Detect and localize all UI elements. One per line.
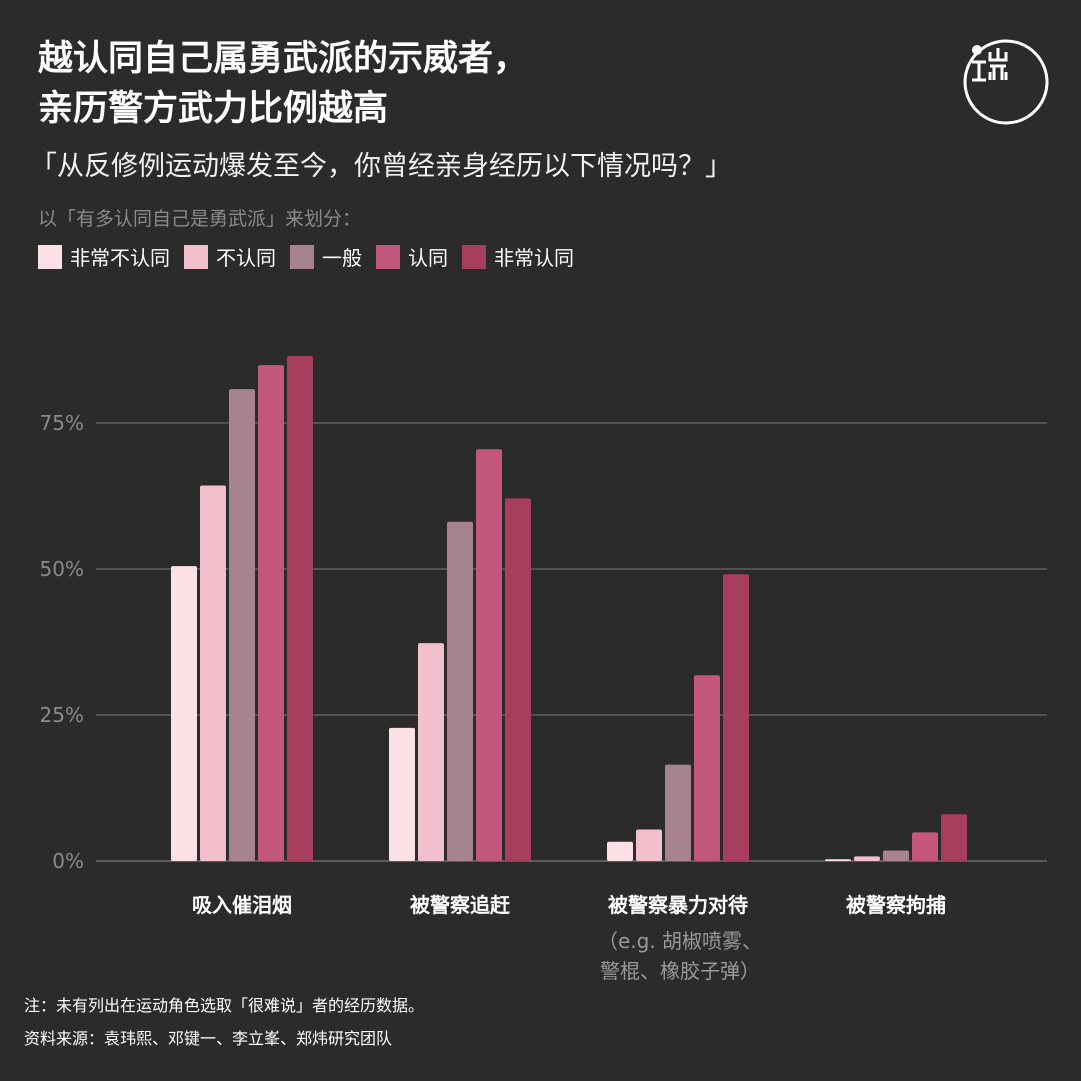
- bar: [723, 574, 749, 861]
- bar: [694, 675, 720, 861]
- legend-item: 认同: [376, 242, 448, 271]
- y-tick-label: 0%: [52, 849, 84, 873]
- legend-swatch: [38, 244, 62, 269]
- bar: [636, 829, 662, 861]
- bar: [941, 814, 967, 861]
- bar: [854, 856, 880, 861]
- x-category-label: 被警察拘捕: [846, 893, 946, 917]
- chart-title: 越认同自己属勇武派的示威者， 亲历警方武力比例越高: [38, 34, 528, 134]
- legend-swatch: [184, 244, 208, 269]
- legend-label: 非常认同: [494, 246, 574, 270]
- bar: [447, 521, 473, 861]
- bar-chart: 0% 25% 50% 75% 吸入催泪烟 被警察追赶 被警察暴力对待 （e.g. 胡椒喷雾、警…: [40, 355, 1047, 983]
- y-tick-label: 50%: [40, 557, 84, 581]
- legend-caption: 以「有多认同自己是勇武派」来划分：: [38, 208, 362, 230]
- initium-logo-icon: [963, 39, 1049, 125]
- legend-label: 认同: [408, 246, 448, 270]
- bar: [389, 727, 415, 861]
- legend-item: 非常认同: [462, 242, 574, 271]
- bar: [476, 449, 502, 861]
- legend-label: 不认同: [216, 246, 276, 270]
- bar: [883, 850, 909, 861]
- y-tick-label: 25%: [40, 703, 84, 727]
- legend-item: 不认同: [184, 242, 276, 271]
- bar: [912, 832, 938, 861]
- bar: [171, 566, 197, 861]
- bar: [825, 859, 851, 861]
- bar: [505, 498, 531, 861]
- chart-title-line-1: 越认同自己属勇武派的示威者，: [38, 39, 529, 79]
- bar: [418, 643, 444, 861]
- legend-label: 一般: [322, 246, 362, 270]
- x-category-label: 吸入催泪烟: [192, 893, 292, 917]
- x-category-label: 被警察暴力对待: [608, 893, 748, 917]
- bar: [665, 764, 691, 861]
- bar: [607, 841, 633, 861]
- footnote-note: 注：未有列出在运动角色选取「很难说」者的经历数据。: [24, 996, 425, 1015]
- legend: 非常不认同 不认同 一般 认同 非常认同: [38, 242, 588, 271]
- x-category-label: 被警察追赶: [410, 893, 511, 917]
- footnote-source: 资料来源：袁玮熙、邓键一、李立峯、郑炜研究团队: [24, 1029, 393, 1048]
- bar: [258, 365, 284, 861]
- bar: [200, 485, 226, 861]
- x-category-sublabel: （e.g. 胡椒喷雾、: [598, 929, 762, 953]
- legend-label: 非常不认同: [70, 246, 170, 270]
- legend-swatch: [462, 244, 486, 269]
- x-category-sublabel: 警棍、橡胶子弹）: [600, 959, 760, 983]
- legend-item: 一般: [290, 242, 362, 271]
- legend-item: 非常不认同: [38, 242, 170, 271]
- legend-swatch: [290, 244, 314, 269]
- y-tick-label: 75%: [40, 411, 84, 435]
- chart-title-line-2: 亲历警方武力比例越高: [38, 89, 389, 129]
- bar: [229, 389, 255, 861]
- legend-swatch: [376, 244, 400, 269]
- chart-subtitle: 「从反修例运动爆发至今，你曾经亲身经历以下情况吗？」: [30, 151, 732, 182]
- bar: [287, 355, 313, 861]
